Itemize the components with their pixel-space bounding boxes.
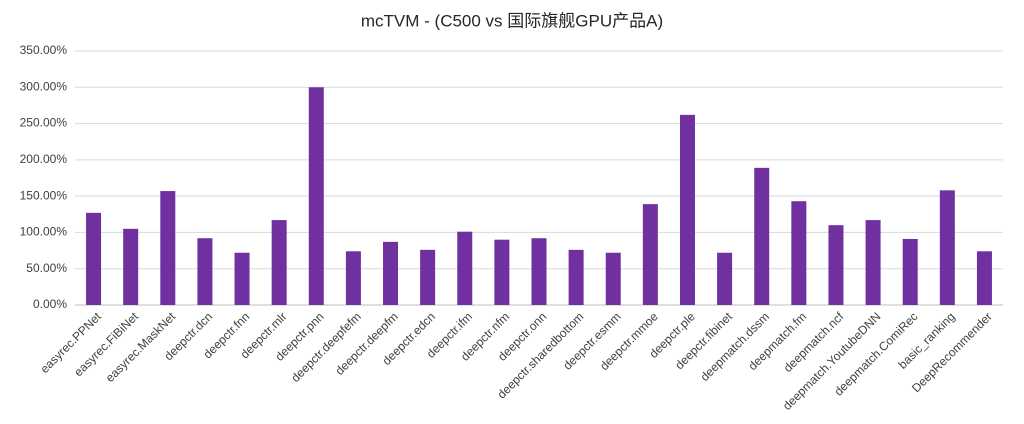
y-tick-label: 200.00%	[20, 152, 68, 166]
bar	[197, 238, 213, 305]
bar	[271, 220, 287, 305]
bar	[828, 225, 844, 305]
x-tick-label: easyrec.FiBiNet	[71, 309, 141, 379]
bar	[939, 190, 955, 305]
bar	[717, 252, 733, 305]
bar	[123, 228, 139, 305]
y-tick-label: 50.00%	[26, 261, 67, 275]
bar	[791, 201, 807, 305]
bar	[679, 114, 695, 305]
bar	[976, 251, 992, 305]
y-tick-label: 300.00%	[20, 79, 68, 93]
chart-title: mcTVM - (C500 vs 国际旗舰GPU产品A)	[361, 11, 663, 30]
bar	[902, 238, 918, 305]
bar	[160, 191, 176, 305]
y-tick-label: 350.00%	[20, 43, 68, 57]
bar	[531, 238, 547, 305]
bar	[865, 220, 881, 305]
y-tick-label: 150.00%	[20, 188, 68, 202]
bar	[457, 231, 473, 305]
bar	[86, 212, 102, 305]
bar	[383, 241, 399, 305]
bar	[494, 239, 510, 305]
bar	[420, 249, 436, 305]
bar	[234, 252, 250, 305]
bar	[308, 87, 324, 306]
bar	[568, 249, 584, 305]
bar	[605, 252, 621, 305]
y-tick-label: 250.00%	[20, 116, 68, 130]
bar	[754, 167, 770, 305]
bar	[345, 251, 361, 305]
y-tick-label: 100.00%	[20, 225, 68, 239]
bar	[642, 204, 658, 305]
y-tick-label: 0.00%	[33, 297, 67, 311]
